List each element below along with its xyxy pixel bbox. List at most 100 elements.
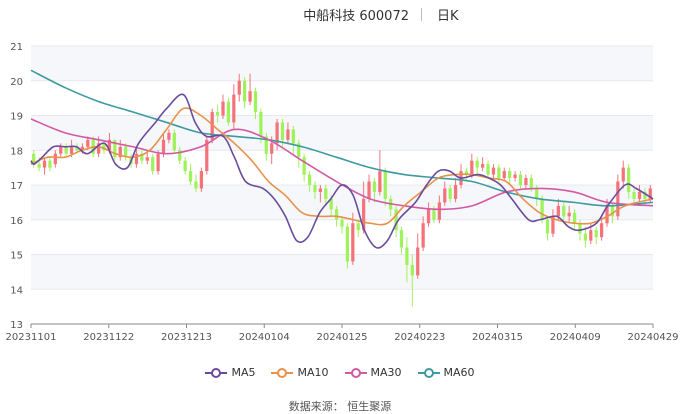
candle-body [632, 191, 636, 199]
candle-body [75, 146, 79, 151]
candle-body [307, 174, 312, 185]
period-label[interactable]: 日K [437, 9, 459, 24]
candle-body [448, 188, 452, 199]
candle-body [421, 223, 425, 248]
candle-body [264, 136, 268, 154]
background-band [31, 150, 653, 185]
x-tick-label: 20240429 [628, 332, 679, 343]
candle-body [205, 139, 209, 172]
candle-body [567, 212, 571, 217]
candle-body [621, 167, 625, 182]
candle-body [318, 188, 322, 192]
candle-body [486, 164, 490, 175]
background-band [31, 185, 653, 220]
candle-body [124, 146, 128, 158]
candle-body [432, 209, 436, 220]
candle-body [583, 233, 588, 241]
y-tick-label: 18 [10, 146, 23, 157]
chart-title: 中船科技 600072 [303, 9, 409, 24]
candle-body [616, 181, 620, 217]
candle-body [248, 91, 252, 102]
candle-body [188, 171, 193, 182]
background-band [31, 115, 653, 151]
candle-body [383, 171, 387, 199]
y-tick-label: 21 [10, 42, 23, 53]
x-tick-label: 20231122 [83, 332, 134, 343]
candle-body [167, 132, 171, 140]
candle-body [194, 181, 198, 189]
legend-item-ma10[interactable]: MA10 [271, 366, 329, 379]
candle-body [80, 146, 85, 151]
candle-body [313, 185, 317, 192]
candle-body [518, 174, 523, 185]
candle-body [372, 181, 377, 192]
candle-body [221, 101, 225, 116]
candle-body [226, 101, 231, 123]
legend-swatch-ma30 [344, 367, 367, 378]
candle-body [156, 153, 160, 172]
y-tick-label: 17 [10, 181, 23, 192]
candle-body [243, 80, 247, 102]
candle-body [151, 157, 155, 172]
candle-body [334, 209, 339, 220]
candle-body [140, 153, 144, 161]
chart-background-bands [31, 46, 653, 324]
y-axis: 13 14 15 16 17 18 19 20 21 [10, 42, 23, 331]
candle-body [556, 205, 560, 217]
candle-body [107, 139, 112, 151]
candle-body [443, 188, 447, 203]
candle-body [356, 223, 360, 231]
candle-body [524, 178, 528, 185]
legend-item-ma60[interactable]: MA60 [417, 366, 475, 379]
legend-label-ma5: MA5 [231, 366, 256, 379]
x-axis: 20231101 20231122 20231213 20240104 20240125… [6, 323, 679, 343]
candle-body [426, 209, 431, 224]
candle-body [259, 112, 263, 137]
candle-body [48, 160, 52, 168]
x-tick-label: 20240315 [472, 332, 523, 343]
candle-body [53, 153, 57, 165]
candle-body [572, 212, 577, 224]
legend-item-ma30[interactable]: MA30 [344, 366, 402, 379]
candle-body [340, 219, 344, 227]
candle-body [291, 129, 295, 144]
legend-swatch-ma60 [417, 367, 440, 378]
ma-line-ma5 [30, 93, 654, 249]
y-tick-label: 19 [10, 112, 23, 123]
legend-label-ma10: MA10 [297, 366, 329, 379]
legend-label-ma60: MA60 [443, 366, 475, 379]
candle-body [605, 205, 609, 224]
candle-body [551, 216, 555, 234]
background-band [31, 254, 653, 290]
chart-header: 中船科技 600072 日K [0, 5, 680, 25]
candle-body [394, 209, 398, 231]
moving-average-lines [30, 69, 654, 249]
ma-line-ma60 [30, 69, 654, 207]
legend-item-ma5[interactable]: MA5 [205, 366, 255, 379]
y-tick-label: 14 [10, 285, 23, 296]
candle-body [545, 219, 550, 234]
legend-swatch-ma10 [271, 367, 294, 378]
candle-body [497, 167, 501, 179]
candle-body [113, 139, 117, 158]
candle-body [286, 129, 290, 140]
candle-body [280, 122, 285, 140]
candle-body [405, 247, 409, 265]
y-tick-label: 20 [10, 77, 23, 88]
candle-body [491, 167, 496, 175]
y-tick-label: 15 [10, 251, 23, 262]
x-tick-label: 20240125 [317, 332, 368, 343]
candle-body [134, 153, 139, 165]
candle-body [86, 139, 90, 147]
candle-body [589, 230, 593, 241]
candle-body [475, 160, 479, 168]
candle-body [324, 188, 328, 199]
x-tick-label: 20231213 [161, 332, 212, 343]
candle-body [378, 171, 382, 192]
x-tick-label: 20240104 [239, 332, 290, 343]
candle-body [399, 230, 404, 248]
x-tick-label: 20240223 [394, 332, 445, 343]
candle-body [637, 191, 642, 199]
candle-body [253, 91, 258, 113]
